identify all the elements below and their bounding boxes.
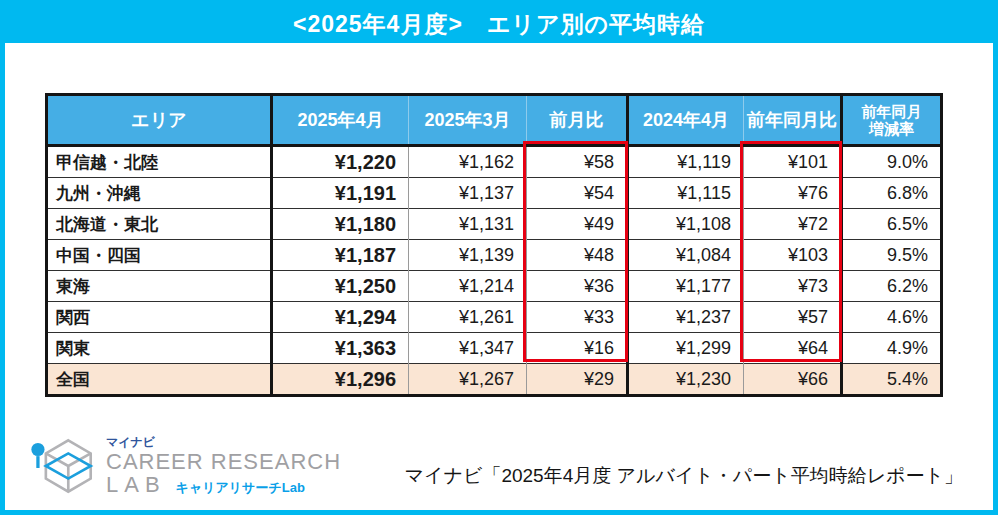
cell-apr2025: ¥1,294 (272, 302, 409, 333)
cell-yoy-diff: ¥73 (744, 271, 842, 302)
table-row: 九州・沖縄 ¥1,191 ¥1,137 ¥54 ¥1,115 ¥76 6.8% (47, 178, 942, 209)
table-row: 関西 ¥1,294 ¥1,261 ¥33 ¥1,237 ¥57 4.6% (47, 302, 942, 333)
cell-apr2024: ¥1,115 (628, 178, 744, 209)
header-row: エリア 2025年4月 2025年3月 前月比 2024年4月 前年同月比 前年… (47, 95, 942, 146)
cell-area: 東海 (47, 271, 272, 302)
cell-mar2025: ¥1,214 (409, 271, 527, 302)
cell-yoy-rate: 6.2% (842, 271, 942, 302)
cell-yoy-rate: 4.6% (842, 302, 942, 333)
career-research-lab-logo: マイナビ CAREER RESEARCH LAB キャリアリサーチLab (30, 435, 341, 497)
report-canvas: <2025年4月度> エリア別の平均時給 エリア 2025年4月 2025年3月… (0, 0, 998, 515)
cell-yoy-diff: ¥57 (744, 302, 842, 333)
cell-apr2024: ¥1,084 (628, 240, 744, 271)
cell-apr2025: ¥1,191 (272, 178, 409, 209)
column-header-mom-diff: 前月比 (527, 95, 628, 146)
cell-apr2025: ¥1,220 (272, 146, 409, 178)
cell-apr2024: ¥1,177 (628, 271, 744, 302)
column-header-area: エリア (47, 95, 272, 146)
cell-mom-diff: ¥49 (527, 209, 628, 240)
cell-mom-diff: ¥54 (527, 178, 628, 209)
table-row: 東海 ¥1,250 ¥1,214 ¥36 ¥1,177 ¥73 6.2% (47, 271, 942, 302)
cell-apr2024: ¥1,119 (628, 146, 744, 178)
cell-apr2024: ¥1,299 (628, 333, 744, 364)
cell-mar2025: ¥1,131 (409, 209, 527, 240)
cell-apr2025: ¥1,363 (272, 333, 409, 364)
cell-area: 北海道・東北 (47, 209, 272, 240)
cell-mar2025: ¥1,347 (409, 333, 527, 364)
cell-yoy-rate: 6.8% (842, 178, 942, 209)
cell-mar2025: ¥1,267 (409, 364, 527, 396)
cell-mom-diff: ¥33 (527, 302, 628, 333)
column-header-apr2025: 2025年4月 (272, 95, 409, 146)
table-row: 中国・四国 ¥1,187 ¥1,139 ¥48 ¥1,084 ¥103 9.5% (47, 240, 942, 271)
column-header-mar2025: 2025年3月 (409, 95, 527, 146)
cell-apr2025: ¥1,180 (272, 209, 409, 240)
logo-sub-jp: キャリアリサーチLab (176, 481, 305, 495)
cell-mar2025: ¥1,162 (409, 146, 527, 178)
title-bar: <2025年4月度> エリア別の平均時給 (5, 5, 993, 43)
column-header-apr2024: 2024年4月 (628, 95, 744, 146)
cell-apr2025: ¥1,250 (272, 271, 409, 302)
cell-mom-diff: ¥16 (527, 333, 628, 364)
cell-yoy-rate: 9.0% (842, 146, 942, 178)
cell-area: 甲信越・北陸 (47, 146, 272, 178)
wage-table: エリア 2025年4月 2025年3月 前月比 2024年4月 前年同月比 前年… (45, 93, 943, 397)
table-row-total: 全国 ¥1,296 ¥1,267 ¥29 ¥1,230 ¥66 5.4% (47, 364, 942, 396)
logo-lab: LAB (106, 473, 166, 496)
cell-yoy-rate: 4.9% (842, 333, 942, 364)
cell-apr2024: ¥1,230 (628, 364, 744, 396)
cell-area: 関東 (47, 333, 272, 364)
cell-yoy-diff: ¥64 (744, 333, 842, 364)
cell-area: 九州・沖縄 (47, 178, 272, 209)
logo-brand-jp: マイナビ (106, 436, 341, 449)
cell-yoy-diff: ¥101 (744, 146, 842, 178)
logo-line2-row: LAB キャリアリサーチLab (106, 473, 341, 496)
cell-apr2025: ¥1,296 (272, 364, 409, 396)
cell-yoy-rate: 6.5% (842, 209, 942, 240)
table-row: 北海道・東北 ¥1,180 ¥1,131 ¥49 ¥1,108 ¥72 6.5% (47, 209, 942, 240)
cell-yoy-rate: 9.5% (842, 240, 942, 271)
career-research-lab-logo-mark (30, 435, 96, 497)
cell-apr2025: ¥1,187 (272, 240, 409, 271)
cell-yoy-rate: 5.4% (842, 364, 942, 396)
cell-area: 全国 (47, 364, 272, 396)
cell-mar2025: ¥1,261 (409, 302, 527, 333)
logo-line1: CAREER RESEARCH (106, 450, 341, 473)
cell-mom-diff: ¥29 (527, 364, 628, 396)
cell-apr2024: ¥1,108 (628, 209, 744, 240)
table-row: 関東 ¥1,363 ¥1,347 ¥16 ¥1,299 ¥64 4.9% (47, 333, 942, 364)
logo-text-block: マイナビ CAREER RESEARCH LAB キャリアリサーチLab (106, 436, 341, 497)
cell-mom-diff: ¥48 (527, 240, 628, 271)
column-header-yoy-diff: 前年同月比 (744, 95, 842, 146)
cell-mar2025: ¥1,137 (409, 178, 527, 209)
column-header-yoy-rate-line2: 増減率 (869, 120, 914, 137)
cell-apr2024: ¥1,237 (628, 302, 744, 333)
cell-yoy-diff: ¥72 (744, 209, 842, 240)
cell-area: 中国・四国 (47, 240, 272, 271)
cell-mar2025: ¥1,139 (409, 240, 527, 271)
column-header-yoy-rate-line1: 前年同月 (862, 103, 922, 120)
cell-yoy-diff: ¥76 (744, 178, 842, 209)
cell-mom-diff: ¥58 (527, 146, 628, 178)
column-header-yoy-rate: 前年同月 増減率 (842, 95, 942, 146)
source-note: マイナビ「2025年4月度 アルバイト・パート平均時給レポート」 (405, 463, 963, 489)
cell-yoy-diff: ¥66 (744, 364, 842, 396)
wage-table-wrap: エリア 2025年4月 2025年3月 前月比 2024年4月 前年同月比 前年… (45, 93, 940, 397)
cell-yoy-diff: ¥103 (744, 240, 842, 271)
page-title: <2025年4月度> エリア別の平均時給 (293, 9, 705, 40)
cell-mom-diff: ¥36 (527, 271, 628, 302)
table-row: 甲信越・北陸 ¥1,220 ¥1,162 ¥58 ¥1,119 ¥101 9.0… (47, 146, 942, 178)
cell-area: 関西 (47, 302, 272, 333)
